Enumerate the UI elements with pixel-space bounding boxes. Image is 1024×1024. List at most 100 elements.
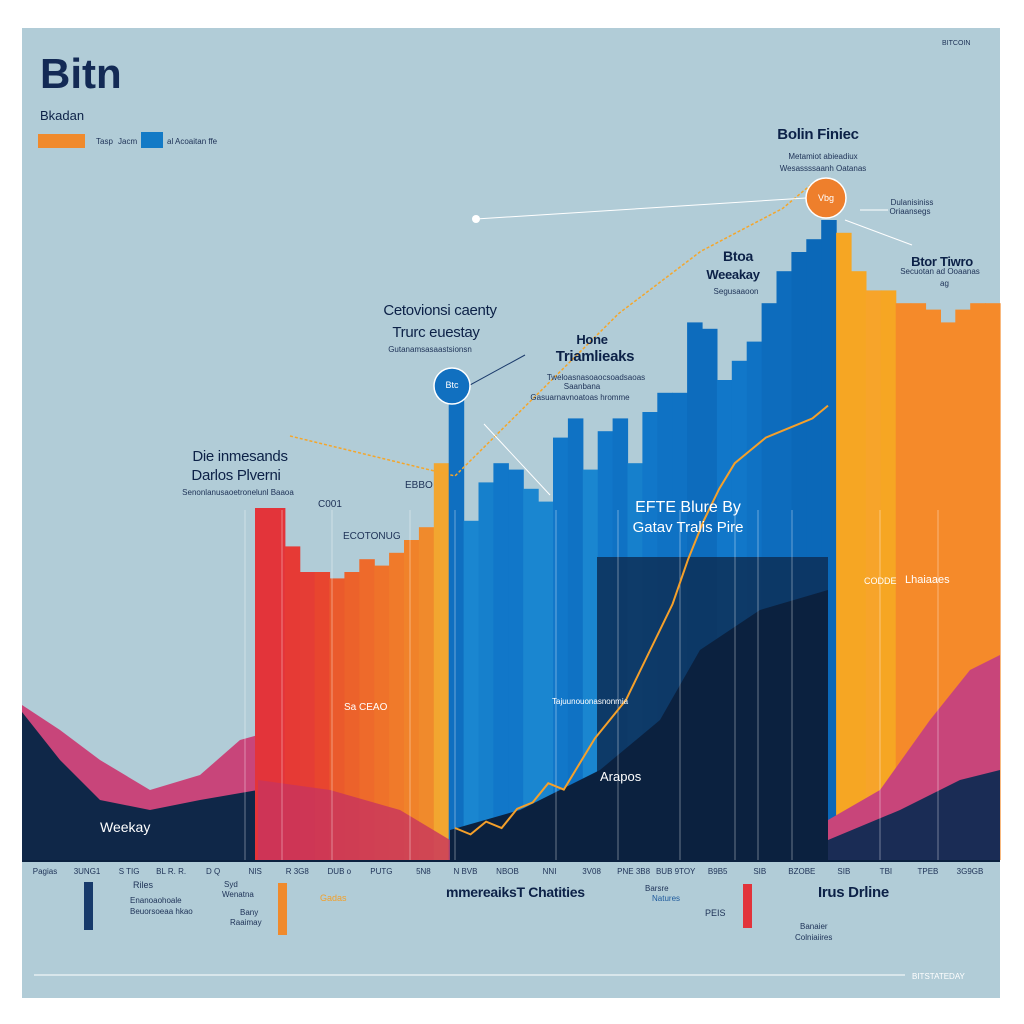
page-subtitle: Bkadan [40, 108, 85, 123]
label-c001: C001 [318, 499, 342, 510]
left-title: Trurc euestay [392, 324, 480, 341]
x-tick-label: NBOB [496, 867, 519, 876]
bar [567, 418, 584, 860]
weekly-title: Weeakay [706, 267, 760, 282]
bar [329, 578, 345, 860]
corner-text: BITCOIN [942, 40, 971, 47]
trend-line [289, 184, 811, 477]
btc-marker [433, 367, 471, 405]
x-tick-label: NNI [542, 867, 557, 876]
peak-side: Oriaansegs [889, 207, 931, 216]
x-tick-label: R 3G8 [285, 867, 309, 876]
callout-line [469, 354, 526, 386]
x-tick-label: D Q [206, 867, 221, 876]
peak-sub: Wesassssaanh Oatanas [779, 164, 867, 173]
bar [374, 565, 390, 860]
navy-right-area [828, 770, 1000, 860]
bar [865, 290, 882, 860]
line-end-label: CODDE [864, 576, 897, 586]
tag-red [743, 884, 752, 928]
legend-swatch-blue [141, 132, 163, 148]
callout-dot [472, 215, 480, 223]
left-sub: Gutanamsasaastsionsn [388, 345, 472, 354]
bar [448, 399, 465, 860]
peak-marker-label: Vbg [817, 193, 835, 203]
x-tick-label: SIB [837, 867, 851, 876]
note: Bany [240, 908, 259, 917]
right-title: Btor Tiwro [911, 254, 973, 269]
note: Colniaiires [795, 933, 833, 942]
bar [284, 546, 301, 860]
x-tick-label: 3G9GB [956, 867, 984, 876]
note: Natures [652, 894, 681, 903]
bar [493, 463, 509, 860]
x-tick-label: BL R. R. [156, 867, 187, 876]
note: Riles [133, 880, 154, 890]
dark-rising-area [450, 590, 828, 860]
bar [344, 572, 360, 860]
callout-line [844, 219, 913, 246]
bar [404, 540, 420, 860]
note: Syd [224, 880, 238, 889]
x-tick-label: TPEB [917, 867, 939, 876]
mid-title: Hone [576, 332, 608, 347]
x-axis-title: mmereaiksT Chatities [446, 884, 585, 900]
x-tick-label: BUB 9TOY [655, 867, 696, 876]
bar [895, 303, 912, 860]
price-line [454, 404, 829, 836]
label-eb: EBBO [405, 480, 433, 491]
right-tag: ag [940, 279, 949, 288]
bar [255, 508, 271, 860]
bar [314, 572, 331, 860]
bar [359, 559, 375, 860]
peak-marker [805, 177, 847, 219]
x-tick-label: DUB o [327, 867, 352, 876]
x-tick-label: 5N8 [416, 867, 431, 876]
mid-sub: Saanbana [563, 382, 601, 391]
legend-swatch-orange [38, 134, 85, 148]
bar [418, 527, 435, 860]
x-tick-label: 3V08 [582, 867, 601, 876]
peak-side: Dulanisiniss [890, 198, 934, 207]
left-title: Cetovionsi caenty [383, 302, 497, 319]
x-tick-label: PNE 3B8 [617, 867, 651, 876]
legend-label: Tasp [96, 137, 113, 146]
mid-sub: Gasuarnavnoatoas hromme [530, 393, 630, 402]
tag-orange [278, 883, 287, 935]
note: Beuorsoeaa hkao [130, 907, 193, 916]
bar [478, 482, 494, 860]
weekly-sub: Segusaaoon [713, 287, 759, 296]
x-tick-label: N BVB [453, 867, 478, 876]
weekly-bottom-label: Weekay [100, 819, 151, 835]
crimson-area [258, 780, 450, 860]
x-tick-label: SIB [753, 867, 767, 876]
btc-marker-label: Btc [445, 380, 459, 390]
x-tick-label: S TIG [118, 867, 140, 876]
bar [389, 552, 405, 860]
peak-title: Bolin Finiec [777, 126, 859, 143]
bar [910, 303, 927, 860]
apos-label: Arapos [600, 769, 642, 784]
x-tick-label: PUTG [370, 867, 393, 876]
diff-title: Darlos Plverni [191, 467, 281, 484]
note: Wenatna [222, 890, 254, 899]
bar [553, 437, 569, 860]
note: Barsre [645, 884, 669, 893]
mid-sub: Tweloasnasoaocsoadsaoas [546, 373, 646, 382]
x-tick-label: NIS [248, 867, 262, 876]
dark-label: Tajuunouonasnonmia [552, 697, 629, 706]
right-sub: Secuotan ad Ooaanas [900, 267, 980, 276]
bar [523, 488, 539, 860]
tag-navy [84, 882, 93, 930]
note: Enanoaohoale [130, 896, 182, 905]
weekly-title: Btoa [723, 248, 753, 264]
footer-text: BITSTATEDAY [912, 972, 965, 981]
note: Banaier [800, 922, 828, 931]
x-tick-label: B9B5 [707, 867, 728, 876]
bar [433, 463, 450, 860]
mid-title: Triamlieaks [555, 348, 635, 365]
line-end-label: Lhaiaaes [905, 574, 950, 586]
note-orange: Gadas [320, 893, 347, 903]
